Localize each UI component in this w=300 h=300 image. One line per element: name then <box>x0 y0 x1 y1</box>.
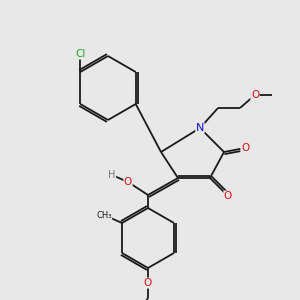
Text: CH₃: CH₃ <box>96 211 112 220</box>
Text: O: O <box>224 191 232 201</box>
Text: H: H <box>108 170 116 180</box>
Text: O: O <box>124 177 132 187</box>
Text: Cl: Cl <box>75 49 86 59</box>
Text: O: O <box>251 90 259 100</box>
Text: O: O <box>241 143 249 153</box>
Text: O: O <box>144 278 152 288</box>
Text: N: N <box>196 123 204 133</box>
